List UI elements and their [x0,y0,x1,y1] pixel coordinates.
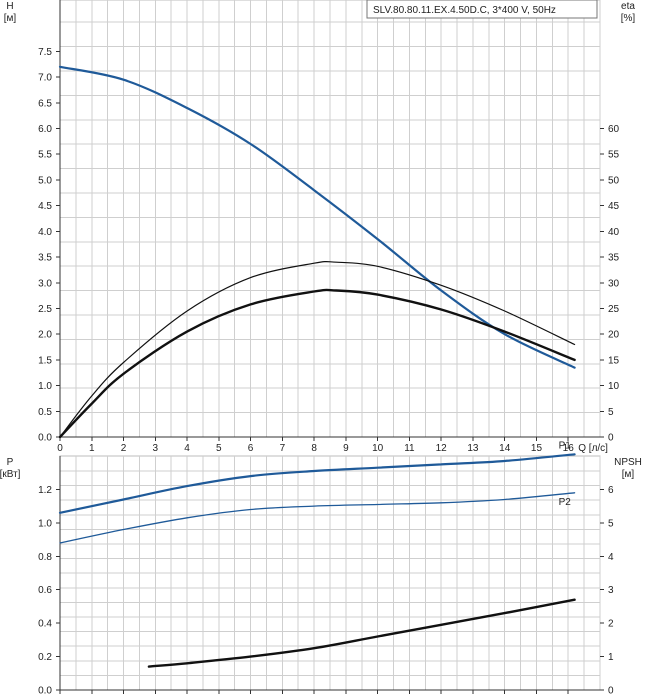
right-axis-unit: [%] [621,13,636,24]
left-tick-label: 0.5 [38,407,52,418]
right-tick-label: 15 [608,355,620,366]
series-line-2-3 [147,598,576,668]
right-tick-label: 2 [608,619,614,630]
series-label-p2: P2 [559,497,572,508]
left-tick-label: 2.5 [38,304,52,315]
left-tick-label: 0.2 [38,652,52,663]
left-tick-label: 2.0 [38,330,52,341]
series-line-2-1 [58,453,576,514]
left-tick-label: 0.0 [38,433,52,444]
right-tick-label: 45 [608,201,620,212]
left-axis-title: P [7,457,14,468]
model-label-box: SLV.80.80.11.EX.4.50D.C, 3*400 V, 50Hz [366,0,598,19]
series-label-p1: P1 [559,440,572,451]
x-tick-label: 11 [404,443,415,454]
right-tick-label: 4 [608,552,614,563]
left-tick-label: 6.0 [38,124,52,135]
left-tick-label: 3.0 [38,278,52,289]
x-tick-label: 13 [467,443,479,454]
right-tick-label: 20 [608,330,620,341]
x-tick-label: 16 [563,443,575,454]
left-tick-label: 0.8 [38,552,52,563]
right-axis-title: NPSH [614,457,642,468]
left-tick-label: 3.5 [38,253,52,264]
right-tick-label: 6 [608,485,614,496]
right-tick-label: 35 [608,253,620,264]
left-tick-label: 4.5 [38,201,52,212]
x-tick-label: 12 [436,443,448,454]
right-tick-label: 50 [608,175,620,186]
left-axis-title: H [6,1,13,12]
left-tick-label: 5.5 [38,150,52,161]
x-tick-label: 14 [499,443,511,454]
x-tick-label: 1 [89,443,95,454]
model-label: SLV.80.80.11.EX.4.50D.C, 3*400 V, 50Hz [373,5,556,16]
series-line-1-3 [58,288,576,439]
left-tick-label: 1.0 [38,518,52,529]
left-axis-unit: [кВт] [0,469,21,480]
x-tick-label: 3 [153,443,159,454]
left-tick-label: 0.0 [38,686,52,697]
right-axis-unit: [м] [622,469,635,480]
right-tick-label: 55 [608,150,620,161]
right-axis-title: eta [621,1,635,12]
x-axis-label: Q [л/с] [578,443,608,454]
right-tick-label: 10 [608,381,620,392]
x-tick-label: 6 [248,443,254,454]
right-tick-label: 1 [608,652,614,663]
left-tick-label: 7.0 [38,73,52,84]
right-tick-label: 60 [608,124,620,135]
x-tick-label: 2 [121,443,127,454]
left-tick-label: 0.6 [38,585,52,596]
x-tick-label: 15 [531,443,543,454]
x-tick-label: 7 [280,443,286,454]
right-tick-label: 5 [608,518,614,529]
right-tick-label: 0 [608,433,614,444]
x-tick-label: 5 [216,443,222,454]
right-tick-label: 0 [608,686,614,697]
left-axis-unit: [м] [4,13,17,24]
series-line-2-2 [59,492,576,544]
right-tick-label: 5 [608,407,614,418]
x-tick-label: 9 [343,443,349,454]
left-tick-label: 6.5 [38,98,52,109]
x-tick-label: 8 [311,443,317,454]
x-tick-label: 0 [57,443,63,454]
x-tick-label: 10 [372,443,384,454]
series-line-1-2 [59,260,576,438]
left-tick-label: 1.0 [38,381,52,392]
right-tick-label: 25 [608,304,620,315]
right-tick-label: 40 [608,227,620,238]
right-tick-label: 30 [608,278,620,289]
x-tick-label: 4 [184,443,190,454]
left-tick-label: 7.5 [38,47,52,58]
left-tick-label: 0.4 [38,619,52,630]
series-line-1-1 [58,65,576,369]
left-tick-label: 5.0 [38,175,52,186]
left-tick-label: 1.5 [38,355,52,366]
right-tick-label: 3 [608,585,614,596]
left-tick-label: 4.0 [38,227,52,238]
left-tick-label: 1.2 [38,485,52,496]
